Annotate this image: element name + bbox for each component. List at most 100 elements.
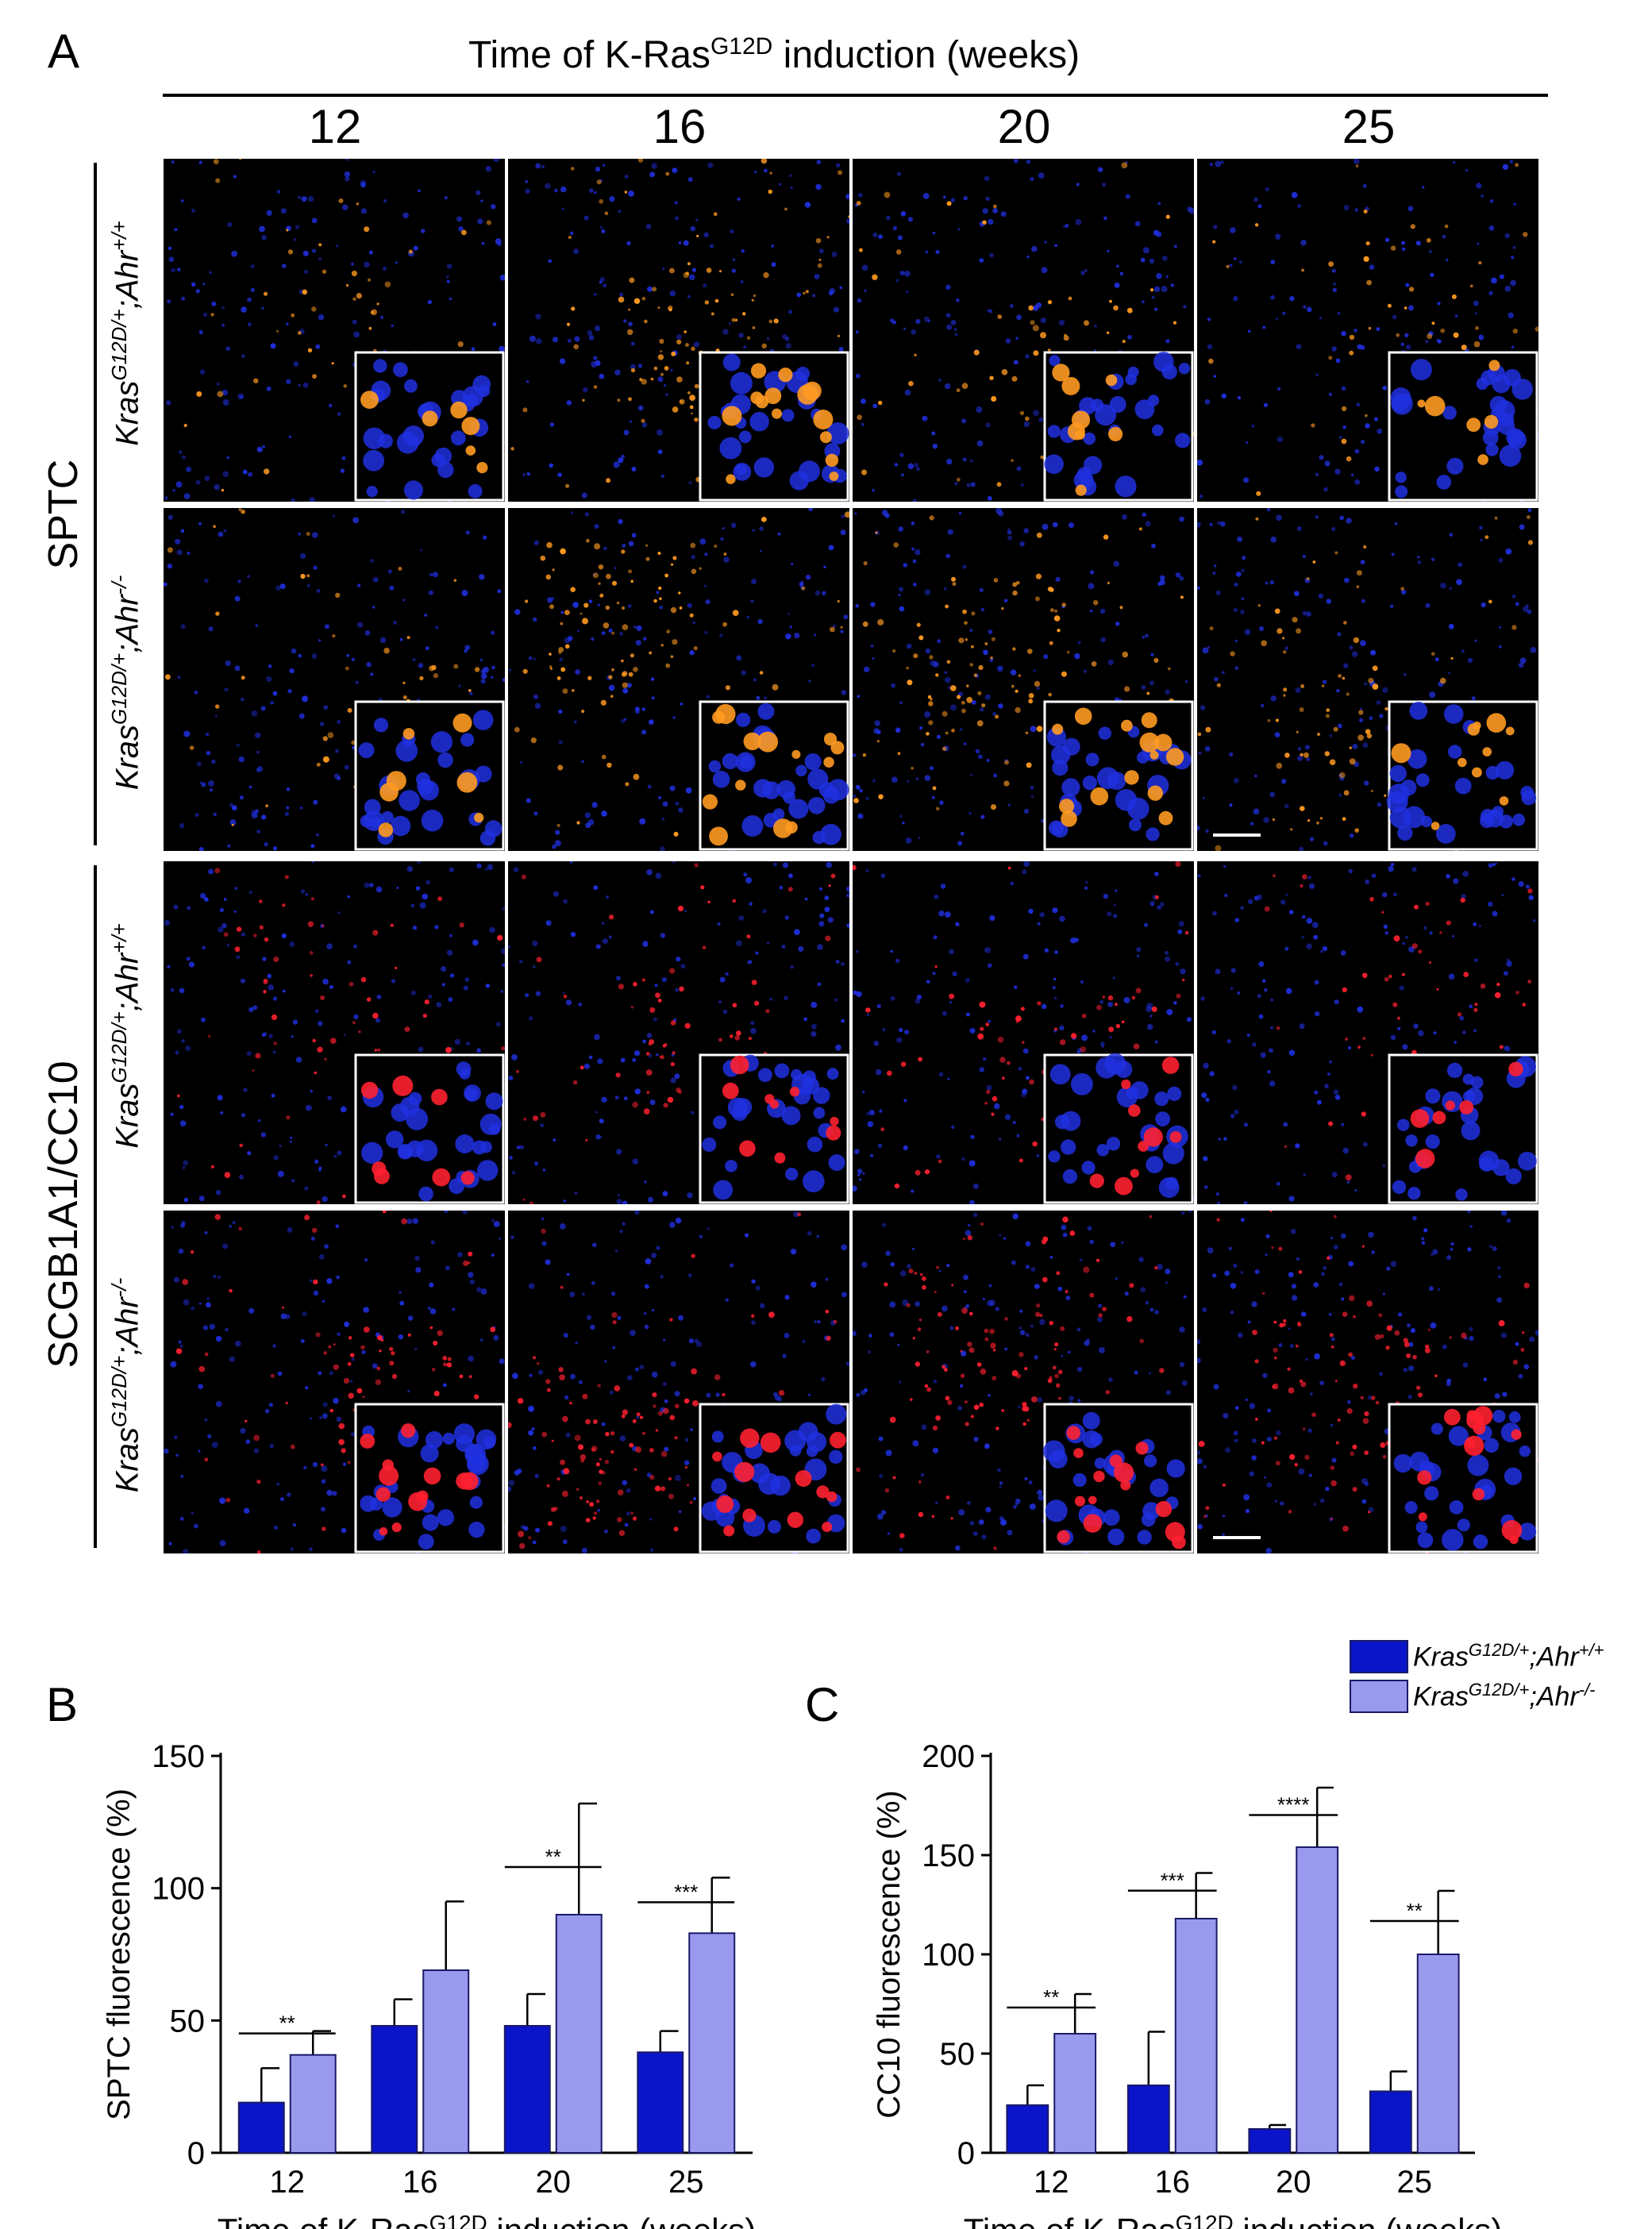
micrograph-image xyxy=(508,508,849,851)
x-tick-label: 16 xyxy=(1155,2165,1191,2200)
x-tick-label: 25 xyxy=(668,2165,704,2200)
micrograph-image xyxy=(164,861,505,1204)
row-label-genotype: KrasG12D/+;Ahr-/- xyxy=(107,575,145,791)
bar xyxy=(1248,2128,1292,2154)
y-tick-label: 50 xyxy=(940,2037,976,2072)
x-tick-label: 25 xyxy=(1397,2165,1433,2200)
micrograph-image xyxy=(853,508,1194,851)
micrograph-image xyxy=(508,861,849,1204)
significance-stars: **** xyxy=(1277,1793,1309,1817)
bar xyxy=(1053,2033,1097,2154)
figure-title-prefix: Time of K-Ras xyxy=(468,34,710,76)
bar xyxy=(1416,1954,1460,2154)
row-label-genotype: KrasG12D/+;Ahr+/+ xyxy=(107,221,145,446)
micrograph xyxy=(508,508,849,851)
micrograph-image xyxy=(855,159,1194,502)
micrograph-image xyxy=(508,1211,849,1553)
bar xyxy=(555,1914,603,2154)
micrograph xyxy=(164,508,505,851)
micrograph xyxy=(1197,159,1538,502)
micrograph-image xyxy=(164,1211,505,1553)
micrograph-image xyxy=(164,508,505,851)
x-tick-label: 20 xyxy=(1276,2165,1311,2200)
y-tick-label: 0 xyxy=(957,2136,975,2171)
micrograph-image xyxy=(853,1211,1194,1553)
micrograph xyxy=(853,159,1194,502)
y-tick-label: 150 xyxy=(922,1838,975,1873)
bar xyxy=(503,2025,551,2154)
column-header-week: 25 xyxy=(1342,100,1396,153)
panel-letter: B xyxy=(46,1678,78,1731)
micrograph-image xyxy=(1197,862,1538,1204)
bar xyxy=(289,2054,337,2154)
micrograph xyxy=(164,861,505,1204)
row-label-genotype: KrasG12D/+;Ahr-/- xyxy=(107,1277,145,1493)
micrograph-image xyxy=(1197,1211,1538,1553)
micrograph-image xyxy=(1197,159,1538,502)
micrograph xyxy=(164,1211,505,1553)
significance-stars: ** xyxy=(279,2011,295,2035)
group-bracket-sptc xyxy=(94,163,97,845)
panel-letter-a: A xyxy=(48,25,80,78)
x-tick-label: 12 xyxy=(1034,2165,1069,2200)
bar xyxy=(371,2025,418,2154)
legend-entry-ko: KrasG12D/+;Ahr-/- xyxy=(1413,1680,1596,1712)
bar xyxy=(1296,1846,1339,2154)
row-label-genotype: KrasG12D/+;Ahr+/+ xyxy=(107,923,145,1149)
x-tick-label: 12 xyxy=(270,2165,306,2200)
significance-stars: ** xyxy=(545,1845,561,1869)
micrograph xyxy=(164,159,505,502)
micrograph xyxy=(508,1211,849,1553)
micrograph-image xyxy=(1197,508,1538,851)
bar xyxy=(1369,2090,1412,2154)
legend-entry-wt: KrasG12D/+;Ahr+/+ xyxy=(1413,1640,1604,1673)
y-axis-label: CC10 fluorescence (%) xyxy=(872,1790,907,2119)
column-header-week: 20 xyxy=(997,100,1051,153)
group-bracket-cc10 xyxy=(94,865,97,1548)
y-axis-label: SPTC fluorescence (%) xyxy=(102,1788,137,2120)
figure-title-suffix: induction (weeks) xyxy=(772,34,1080,76)
significance-stars: *** xyxy=(1161,1869,1184,1892)
micrograph xyxy=(508,861,849,1204)
x-tick-label: 16 xyxy=(402,2165,438,2200)
column-header-week: 12 xyxy=(308,100,362,153)
micrograph xyxy=(853,508,1194,851)
y-tick-label: 100 xyxy=(922,1938,975,1973)
panel-letter: C xyxy=(805,1678,839,1731)
figure-title: Time of K-RasG12D induction (weeks) xyxy=(468,33,1080,77)
y-tick-label: 100 xyxy=(152,1872,205,1907)
micrograph-image xyxy=(164,159,505,502)
micrograph xyxy=(853,861,1194,1204)
micrograph xyxy=(1197,861,1538,1204)
legend-swatch-ko xyxy=(1350,1680,1408,1713)
micrograph xyxy=(508,159,849,502)
bar xyxy=(237,2101,285,2154)
micrograph-image xyxy=(510,159,849,502)
bar xyxy=(637,2051,684,2154)
group-label-cc10: SCGB1A1/CC10 xyxy=(40,1061,87,1369)
title-underline xyxy=(163,94,1548,97)
significance-stars: ** xyxy=(1407,1899,1423,1923)
bar xyxy=(422,1969,470,2154)
y-tick-label: 0 xyxy=(187,2136,205,2171)
y-tick-label: 200 xyxy=(922,1739,975,1774)
bar xyxy=(1174,1918,1218,2154)
figure-title-sup: G12D xyxy=(710,33,773,60)
y-tick-label: 150 xyxy=(152,1739,205,1774)
micrograph-image xyxy=(853,861,1194,1204)
y-tick-label: 50 xyxy=(170,2004,206,2038)
group-label-sptc: SPTC xyxy=(40,459,87,570)
significance-stars: ** xyxy=(1043,1985,1059,2009)
x-axis-label: Time of K-RasG12D induction (weeks) xyxy=(218,2211,756,2229)
micrograph xyxy=(853,1211,1194,1553)
column-header-week: 16 xyxy=(653,100,707,153)
bar xyxy=(1006,2104,1049,2154)
x-axis-label: Time of K-RasG12D induction (weeks) xyxy=(964,2211,1502,2229)
legend-swatch-wt xyxy=(1350,1640,1408,1673)
significance-stars: *** xyxy=(674,1880,698,1904)
bar xyxy=(1126,2085,1170,2154)
x-tick-label: 20 xyxy=(536,2165,572,2200)
bar xyxy=(688,1932,736,2154)
